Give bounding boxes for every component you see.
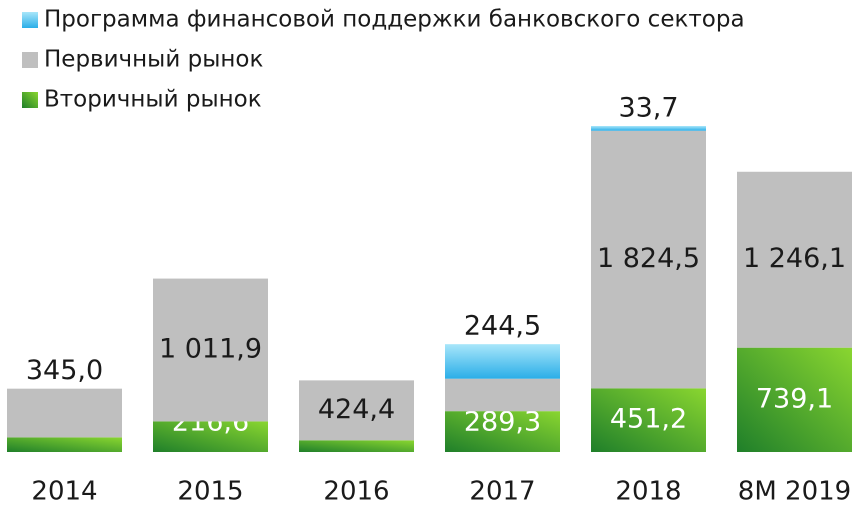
data-label: 289,3 <box>464 407 541 438</box>
data-label: 33,7 <box>618 93 678 124</box>
bar-segment <box>299 380 414 441</box>
legend-swatch <box>22 92 38 108</box>
bar-segment <box>299 440 414 452</box>
legend-label: Вторичный рынок <box>44 87 262 113</box>
bar-segment <box>737 347 852 452</box>
bar-segment <box>153 421 268 452</box>
x-tick-label: 2016 <box>323 477 389 506</box>
legend-label: Первичный рынок <box>44 47 263 73</box>
data-label: 244,5 <box>464 311 541 342</box>
bar-segment <box>591 388 706 452</box>
x-tick-label: 2017 <box>469 477 535 506</box>
data-label: 1 246,1 <box>743 243 846 274</box>
x-tick-label: 2015 <box>177 477 243 506</box>
bar-segment <box>7 388 122 438</box>
legend-label: Программа финансовой поддержки банковско… <box>44 7 745 33</box>
legend-swatch <box>22 12 38 28</box>
x-tick-label: 2014 <box>31 477 97 506</box>
bar-segment <box>737 171 852 348</box>
x-tick-label: 2018 <box>615 477 681 506</box>
bar-segment <box>153 278 268 422</box>
data-label: 739,1 <box>756 383 833 414</box>
data-label: 1 824,5 <box>597 243 700 274</box>
bar-segment <box>591 130 706 389</box>
bar-segment <box>7 437 122 452</box>
data-label: 1 011,9 <box>159 334 262 365</box>
data-label: 345,0 <box>26 355 103 386</box>
bar-segment <box>591 126 706 131</box>
x-tick-label: 8M 2019 <box>738 477 851 506</box>
data-label: 424,4 <box>318 394 395 425</box>
bar-segment <box>445 378 560 412</box>
legend-swatch <box>22 52 38 68</box>
bar-segment <box>445 411 560 452</box>
bar-segment <box>445 344 560 379</box>
data-label: 451,2 <box>610 404 687 435</box>
